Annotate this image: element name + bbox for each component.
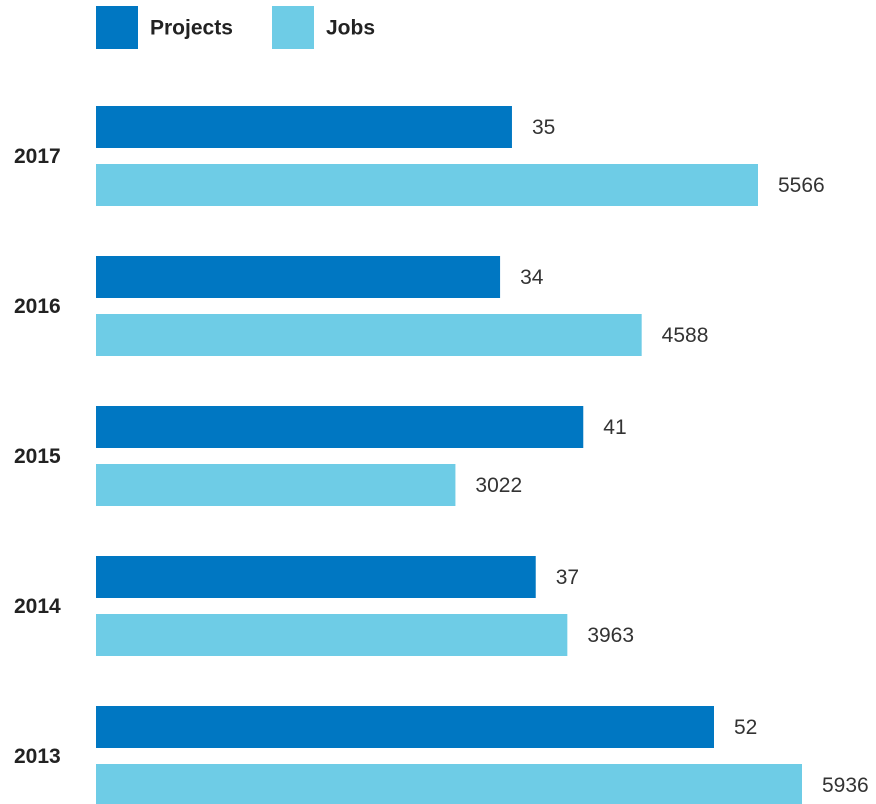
legend-swatch-projects [96, 6, 138, 49]
category-label-2014: 2014 [14, 595, 61, 618]
plot-area: 2017 35 5566 2016 34 4588 2015 41 3022 2014 37 3963… [14, 106, 869, 804]
bar-jobs-2016 [96, 314, 642, 356]
category-label-2013: 2013 [14, 745, 61, 768]
value-label-projects-2017: 35 [532, 116, 555, 139]
bar-group-2017: 2017 35 5566 [14, 106, 825, 206]
bar-jobs-2017 [96, 164, 758, 206]
bar-projects-2017 [96, 106, 512, 148]
bar-jobs-2013 [96, 764, 802, 804]
bar-jobs-2015 [96, 464, 456, 506]
value-label-jobs-2017: 5566 [778, 174, 825, 197]
value-label-projects-2014: 37 [556, 566, 579, 589]
bar-projects-2014 [96, 556, 536, 598]
value-label-jobs-2013: 5936 [822, 774, 869, 797]
legend-swatch-jobs [272, 6, 314, 49]
value-label-jobs-2014: 3963 [587, 624, 634, 647]
bar-projects-2013 [96, 706, 714, 748]
bar-group-2016: 2016 34 4588 [14, 256, 708, 356]
bar-group-2015: 2015 41 3022 [14, 406, 627, 506]
value-label-jobs-2015: 3022 [475, 474, 522, 497]
value-label-projects-2016: 34 [520, 266, 544, 289]
bar-group-2014: 2014 37 3963 [14, 556, 634, 656]
value-label-projects-2015: 41 [603, 416, 626, 439]
legend-label-projects: Projects [150, 17, 233, 40]
value-label-projects-2013: 52 [734, 716, 757, 739]
bar-projects-2016 [96, 256, 501, 298]
category-label-2016: 2016 [14, 295, 61, 318]
bar-group-2013: 2013 52 5936 [14, 706, 869, 804]
legend: Projects Jobs [96, 6, 375, 49]
category-label-2017: 2017 [14, 145, 61, 168]
category-label-2015: 2015 [14, 445, 61, 468]
bar-projects-2015 [96, 406, 584, 448]
legend-label-jobs: Jobs [326, 17, 375, 40]
bar-jobs-2014 [96, 614, 568, 656]
value-label-jobs-2016: 4588 [662, 324, 709, 347]
